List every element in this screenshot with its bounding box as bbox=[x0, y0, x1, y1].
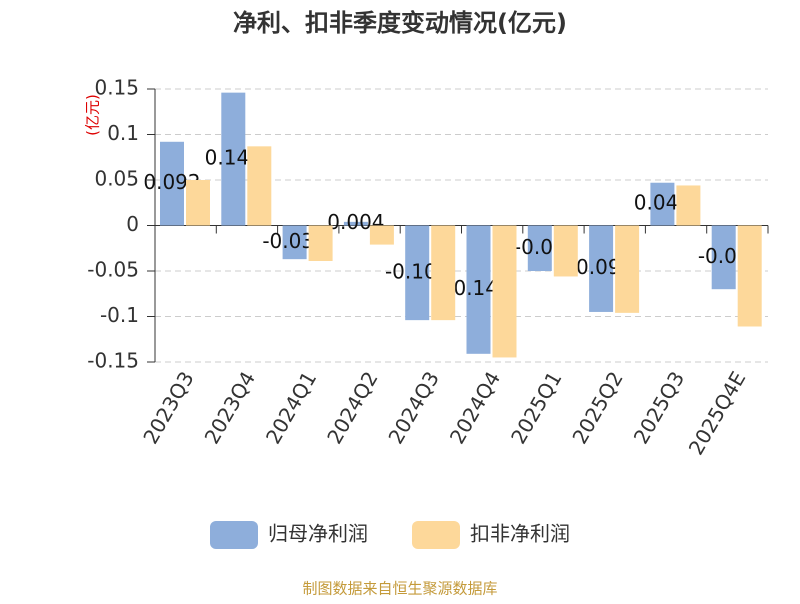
x-tick-label: 2025Q4E bbox=[684, 367, 751, 459]
bar bbox=[527, 225, 552, 271]
bar bbox=[221, 92, 246, 226]
bar bbox=[431, 225, 456, 321]
x-tick-label: 2025Q1 bbox=[506, 367, 566, 448]
bar bbox=[676, 185, 701, 226]
y-axis-label: (亿元) bbox=[84, 94, 102, 136]
y-tick-label: 0.05 bbox=[94, 167, 139, 191]
chart-title: 净利、扣非季度变动情况(亿元) bbox=[233, 9, 567, 37]
bar bbox=[589, 225, 614, 312]
bar bbox=[737, 225, 762, 327]
source-note: 制图数据来自恒生聚源数据库 bbox=[302, 580, 497, 598]
x-tick-label: 2025Q2 bbox=[567, 367, 627, 448]
bar bbox=[186, 180, 210, 226]
legend-label: 扣非净利润 bbox=[470, 522, 570, 546]
y-tick-label: 0.15 bbox=[94, 76, 139, 100]
x-tick-label: 2023Q3 bbox=[138, 367, 198, 448]
bar bbox=[492, 225, 517, 358]
x-tick-label: 2025Q3 bbox=[629, 367, 689, 448]
bar bbox=[343, 221, 368, 226]
x-tick-label: 2024Q2 bbox=[322, 367, 382, 448]
legend-label: 归母净利润 bbox=[268, 522, 368, 546]
bar bbox=[711, 225, 736, 290]
bar bbox=[405, 225, 430, 321]
bar bbox=[650, 182, 675, 226]
bar bbox=[160, 141, 184, 226]
y-tick-label: -0.15 bbox=[87, 349, 139, 373]
x-tick-label: 2024Q1 bbox=[261, 367, 321, 448]
bar bbox=[308, 225, 333, 261]
legend-swatch bbox=[412, 521, 460, 549]
bar bbox=[282, 225, 307, 260]
y-tick-label: -0.05 bbox=[87, 258, 139, 282]
bar bbox=[553, 225, 578, 277]
y-tick-label: 0 bbox=[126, 212, 139, 236]
bar bbox=[369, 225, 394, 245]
y-tick-label: 0.1 bbox=[107, 121, 139, 145]
bar bbox=[615, 225, 640, 313]
x-tick-label: 2024Q4 bbox=[445, 367, 505, 448]
y-tick-label: -0.1 bbox=[100, 303, 139, 327]
x-tick-label: 2024Q3 bbox=[383, 367, 443, 448]
bar bbox=[247, 146, 272, 226]
x-tick-label: 2023Q4 bbox=[200, 367, 260, 448]
bar bbox=[466, 225, 491, 354]
legend-swatch bbox=[210, 521, 258, 549]
